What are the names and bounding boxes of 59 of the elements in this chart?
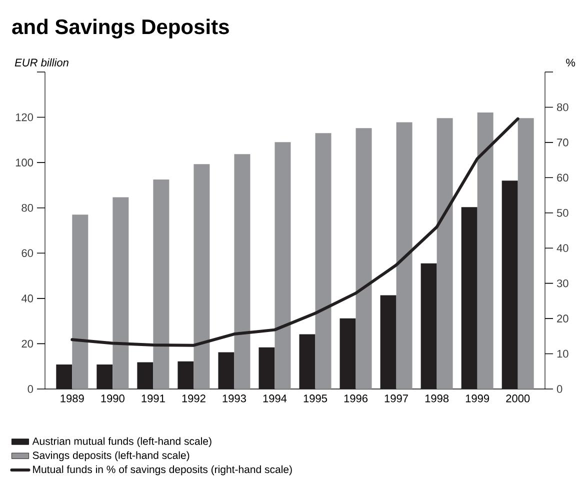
bar (96, 364, 113, 389)
y-axis-title: EUR billion (14, 58, 68, 66)
bar (258, 347, 275, 389)
legend-label: Mutual funds in % of savings deposits (right-hand scale) (33, 465, 292, 476)
bar (420, 263, 437, 389)
x-tick-label: 1998 (425, 394, 449, 402)
x-tick-label: 1994 (263, 394, 287, 402)
y2-tick-label: 0 (556, 385, 562, 393)
y-tick-label: 100 (16, 158, 34, 166)
bar (234, 154, 250, 389)
bar (518, 118, 534, 389)
legend-label: Savings deposits (left-hand scale) (32, 451, 190, 462)
bar (315, 133, 332, 389)
bar (194, 164, 210, 389)
x-tick-label: 1992 (182, 394, 206, 402)
bar (299, 334, 316, 389)
x-tick-label: 1997 (384, 394, 408, 402)
y-tick-label: 40 (21, 294, 34, 302)
bar (274, 142, 291, 389)
x-tick-label: 1999 (466, 394, 490, 402)
y-tick-label: 0 (28, 385, 34, 393)
bar (356, 128, 372, 389)
x-tick-label: 2000 (506, 394, 530, 402)
y-tick-label: 20 (22, 340, 34, 348)
bar (218, 352, 234, 389)
x-tick-label: 1989 (60, 394, 84, 402)
x-tick-label: 1996 (344, 394, 368, 402)
x-tick-label: 1993 (222, 394, 246, 402)
x-tick-label: 1995 (304, 394, 328, 402)
bar (502, 180, 518, 389)
bar (153, 180, 170, 389)
y2-tick-label: 60 (557, 174, 568, 182)
bar (56, 364, 72, 389)
y-tick-label: 120 (16, 113, 34, 122)
bar (112, 197, 129, 389)
y2-tick-label: 10 (557, 350, 568, 358)
y2-tick-label: 70 (557, 138, 568, 146)
bar (137, 362, 154, 389)
y2-tick-label: 40 (556, 244, 568, 252)
x-tick-label: 1991 (142, 394, 165, 402)
y-tick-label: 60 (22, 249, 34, 258)
chart-title: and Savings Deposits (12, 18, 229, 38)
y-tick-label: 80 (22, 204, 34, 212)
bar (477, 112, 494, 389)
bar (340, 318, 356, 389)
bar (436, 118, 453, 389)
line-series (70, 117, 520, 347)
legend-label: Austrian mutual funds (left-hand scale) (32, 437, 212, 447)
bar (178, 361, 194, 389)
y2-tick-label: 80 (557, 103, 568, 112)
bar (72, 214, 88, 389)
y2-tick-label: 20 (557, 314, 568, 322)
bar (461, 207, 478, 389)
y2-tick-label: 30 (556, 279, 568, 288)
bar (396, 122, 412, 389)
y2-tick-label: 50 (556, 209, 568, 217)
x-tick-label: 1990 (101, 394, 124, 402)
bar (380, 295, 396, 389)
y2-axis-title: % (566, 58, 576, 66)
